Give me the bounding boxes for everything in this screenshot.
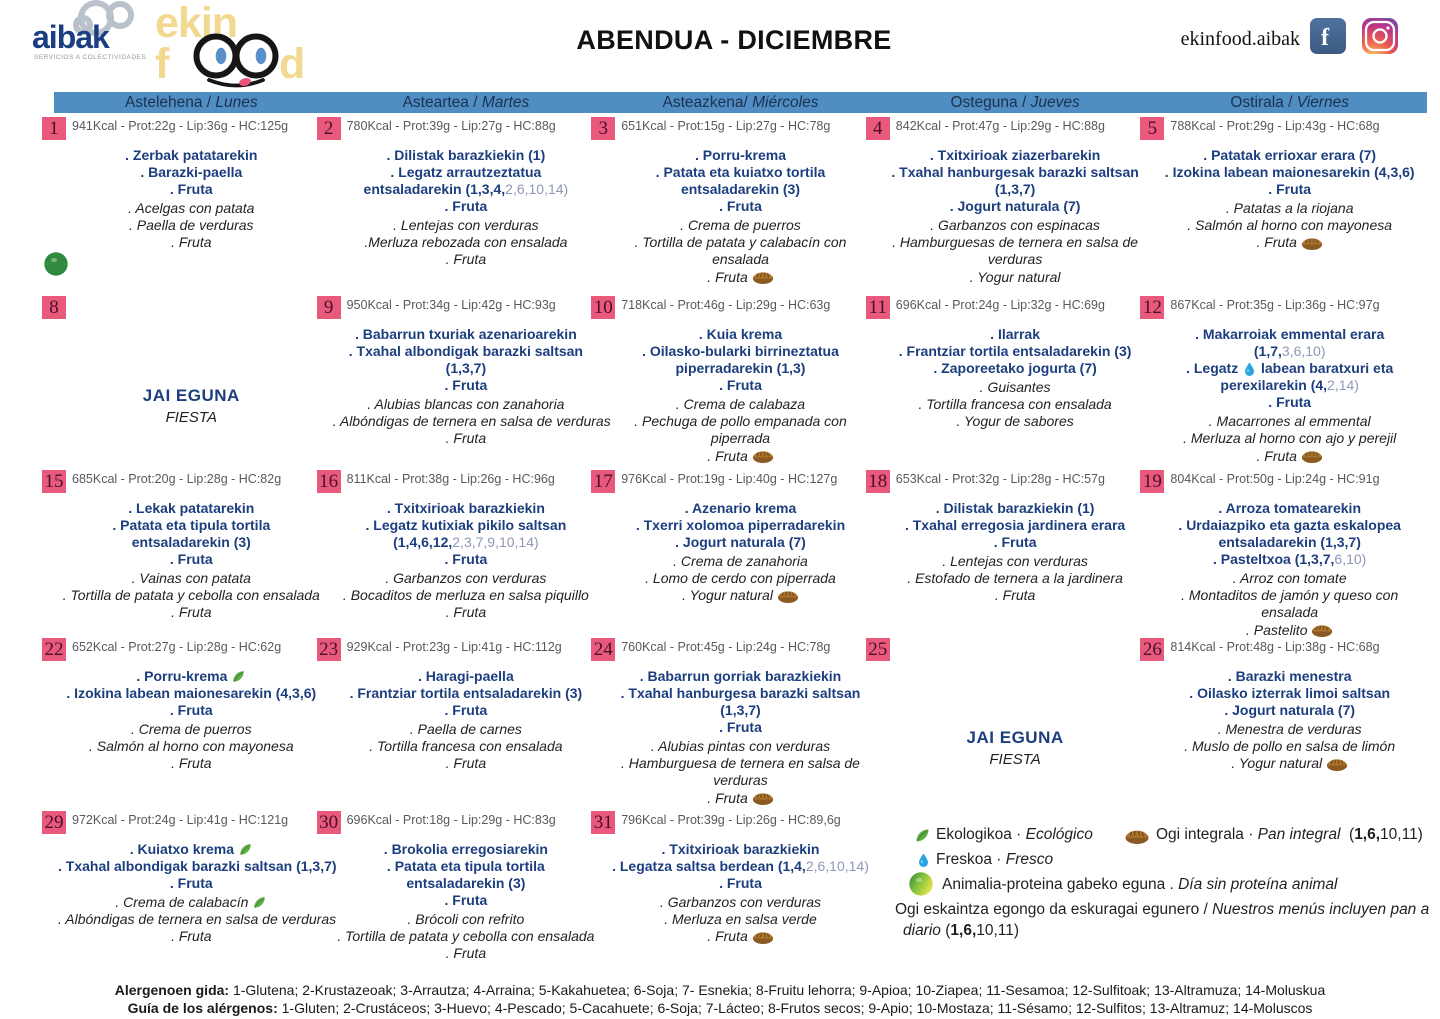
svg-text:f: f [1321,25,1330,51]
